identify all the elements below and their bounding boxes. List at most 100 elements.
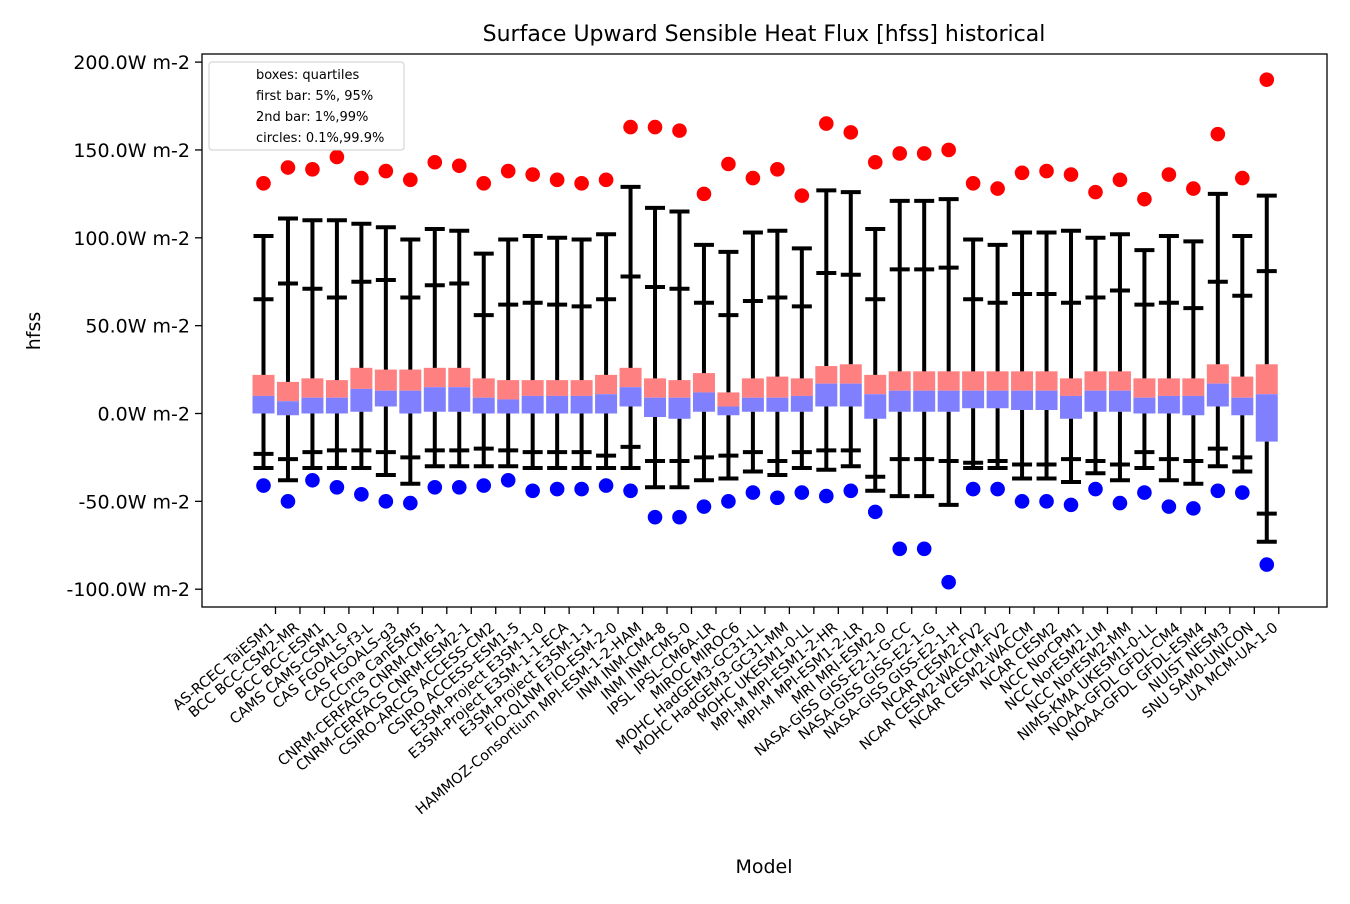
circle-p99-9 xyxy=(1088,184,1103,200)
model-group xyxy=(619,119,642,499)
box-upper-quartile xyxy=(472,378,495,398)
box-lower-quartile xyxy=(546,395,569,414)
box-upper-quartile xyxy=(252,374,275,396)
circle-p0-1 xyxy=(721,494,736,509)
box-lower-quartile xyxy=(692,392,715,412)
circle-p0-1 xyxy=(525,483,540,499)
box-lower-quartile xyxy=(276,401,299,416)
circle-p0-1 xyxy=(819,488,834,504)
box-upper-quartile xyxy=(448,367,471,388)
y-tick-label: 200.0W m-2 xyxy=(73,52,190,74)
model-group xyxy=(399,172,422,511)
x-axis-label: Model xyxy=(735,856,792,878)
model-group xyxy=(815,116,838,504)
model-group xyxy=(252,176,275,493)
circle-p0-1 xyxy=(770,490,785,506)
circle-p99-9 xyxy=(965,176,981,191)
box-lower-quartile xyxy=(839,383,862,407)
circle-p99-9 xyxy=(696,186,712,202)
y-tick-label: -100.0W m-2 xyxy=(66,579,190,601)
model-group xyxy=(1108,172,1131,511)
box-lower-quartile xyxy=(374,390,397,407)
box-upper-quartile xyxy=(1231,376,1254,398)
circle-p0-1 xyxy=(476,478,492,493)
model-group xyxy=(644,119,667,525)
circle-p99-9 xyxy=(525,167,540,182)
model-group xyxy=(986,181,1009,497)
box-upper-quartile xyxy=(790,378,813,396)
circle-p99-9 xyxy=(916,146,932,161)
model-group xyxy=(570,176,593,497)
model-group xyxy=(692,186,715,514)
circle-p99-9 xyxy=(451,158,467,174)
box-upper-quartile xyxy=(595,374,618,395)
circle-p0-1 xyxy=(794,485,810,500)
circle-p99-9 xyxy=(598,172,614,188)
circle-p99-9 xyxy=(770,161,785,177)
y-tick-label: 100.0W m-2 xyxy=(73,228,190,250)
box-lower-quartile xyxy=(741,397,764,412)
box-lower-quartile xyxy=(668,397,691,419)
model-group xyxy=(668,123,691,525)
circle-p0-1 xyxy=(916,541,932,557)
box-lower-quartile xyxy=(1084,390,1107,412)
box-lower-quartile xyxy=(644,397,667,418)
box-lower-quartile xyxy=(497,399,520,414)
y-tick-label: 150.0W m-2 xyxy=(73,140,190,162)
box-upper-quartile xyxy=(1206,364,1229,384)
box-upper-quartile xyxy=(1084,371,1107,391)
circle-p99-9 xyxy=(1063,167,1079,182)
legend-entry-first-bar: first bar: 5%, 95% xyxy=(256,89,373,104)
box-lower-quartile xyxy=(448,387,471,412)
box-lower-quartile xyxy=(790,395,813,412)
model-group xyxy=(595,172,618,493)
circle-p99-9 xyxy=(1259,72,1275,87)
box-lower-quartile xyxy=(962,390,985,409)
circle-p0-1 xyxy=(965,481,981,497)
model-group xyxy=(472,176,495,493)
box-upper-quartile xyxy=(546,380,569,396)
box-upper-quartile xyxy=(668,380,691,398)
box-lower-quartile xyxy=(252,395,275,414)
circle-p99-9 xyxy=(280,160,296,175)
circle-p99-9 xyxy=(305,161,320,177)
circle-p99-9 xyxy=(941,142,956,158)
circle-p0-1 xyxy=(574,481,589,497)
circle-p0-1 xyxy=(280,494,296,509)
box-upper-quartile xyxy=(962,371,985,391)
circle-p99-9 xyxy=(843,125,859,140)
model-group xyxy=(766,161,789,506)
model-group xyxy=(448,158,471,495)
model-group xyxy=(1182,181,1205,516)
box-lower-quartile xyxy=(1133,397,1156,414)
box-upper-quartile xyxy=(521,380,544,396)
box-lower-quartile xyxy=(1108,390,1131,412)
box-lower-quartile xyxy=(301,397,324,414)
circle-p99-9 xyxy=(256,176,271,191)
box-lower-quartile xyxy=(766,397,789,412)
circle-p99-9 xyxy=(403,172,418,188)
model-group xyxy=(1255,72,1278,572)
circle-p99-9 xyxy=(1039,163,1054,179)
box-upper-quartile xyxy=(1060,378,1083,396)
box-lower-quartile xyxy=(937,390,960,412)
y-axis: -100.0W m-2 -50.0W m-2 0.0W m-2 50.0W m-2 10… xyxy=(66,52,202,601)
box-lower-quartile xyxy=(423,387,446,412)
circle-p99-9 xyxy=(672,123,687,138)
circle-p99-9 xyxy=(427,154,443,170)
circle-p0-1 xyxy=(1137,485,1152,500)
box-upper-quartile xyxy=(1035,371,1058,391)
circle-p99-9 xyxy=(1186,181,1201,196)
box-lower-quartile xyxy=(1157,395,1180,414)
model-group xyxy=(839,125,862,499)
model-group xyxy=(741,170,764,500)
box-upper-quartile xyxy=(1255,364,1278,395)
box-upper-quartile xyxy=(644,378,667,398)
chart-title: Surface Upward Sensible Heat Flux [hfss]… xyxy=(483,22,1046,47)
box-upper-quartile xyxy=(399,369,422,391)
model-group xyxy=(913,146,936,557)
model-group xyxy=(962,176,985,497)
circle-p99-9 xyxy=(1112,172,1128,188)
circle-p99-9 xyxy=(1161,167,1177,182)
